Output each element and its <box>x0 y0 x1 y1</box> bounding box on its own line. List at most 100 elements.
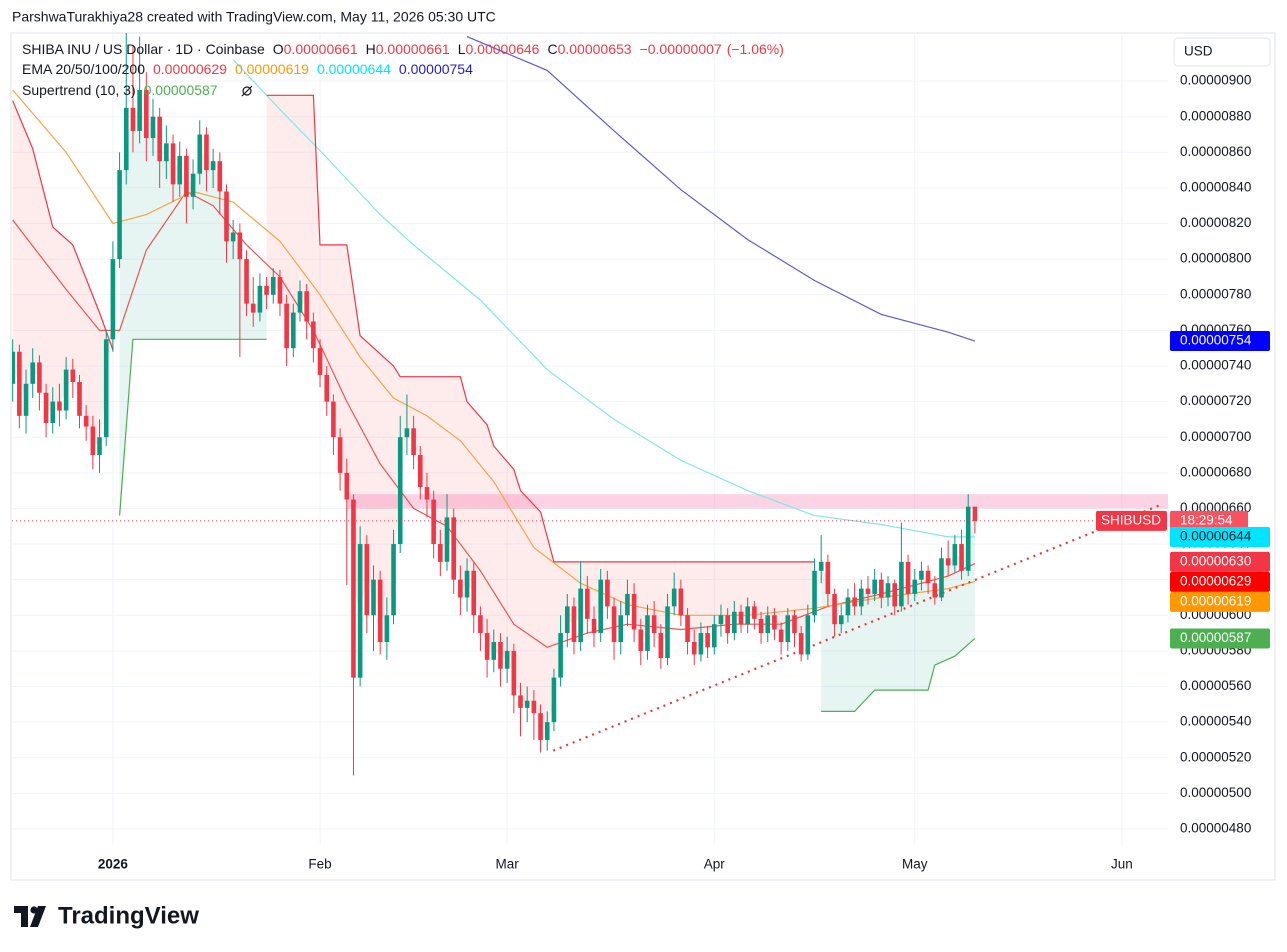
candle-body <box>90 426 96 456</box>
y-tick-label: 0.00000820 <box>1180 215 1251 230</box>
candle-body <box>564 606 570 634</box>
candle-body <box>270 276 276 295</box>
candle-body <box>865 588 871 594</box>
candle-body <box>585 588 590 619</box>
candle-body <box>665 606 670 659</box>
countdown-label: 18:29:54 <box>1180 512 1233 527</box>
candle-body <box>698 633 704 655</box>
candle-body <box>204 134 209 171</box>
y-tick-label: 0.00000700 <box>1180 429 1251 444</box>
y-tick-label: 0.00000860 <box>1180 144 1251 159</box>
candle-body <box>230 232 236 242</box>
candle-body <box>879 579 884 598</box>
candle-body <box>424 487 430 500</box>
indicator-line <box>119 338 267 516</box>
brand: TradingView <box>58 902 199 929</box>
ema-value: 0.00000644 <box>317 61 391 77</box>
y-tick-label: 0.00000780 <box>1180 286 1251 301</box>
currency-box[interactable] <box>1173 37 1271 67</box>
candle-body <box>651 615 657 634</box>
candle-body <box>224 191 229 242</box>
indicator-line <box>12 89 976 616</box>
indicator-line <box>232 59 975 538</box>
legend-line: Supertrend (10, 3) 0.00000587 <box>22 82 218 98</box>
candle-body <box>805 615 811 655</box>
price-tag <box>1170 591 1270 612</box>
candle-body <box>591 618 597 634</box>
candle-body <box>351 499 356 678</box>
candle-body <box>818 561 824 571</box>
candle-body <box>732 611 737 634</box>
candle-body <box>845 597 851 616</box>
supertrend-fill <box>119 110 267 516</box>
candle-body <box>144 89 149 139</box>
candle-body <box>518 695 523 708</box>
y-tick-label: 0.00000680 <box>1180 464 1251 479</box>
price-tag <box>1170 628 1270 649</box>
ohlc-value: 0.00000661 <box>284 41 358 57</box>
change: −0.00000007 <box>640 41 722 57</box>
candle-body <box>792 615 797 634</box>
candle-body <box>164 143 169 162</box>
candle-body <box>217 161 223 192</box>
ohlc-name: L <box>458 41 466 57</box>
candle-body <box>658 633 664 659</box>
candle-body <box>524 700 530 708</box>
legend-line: SHIBA INU / US Dollar · 1D · Coinbase O0.… <box>22 41 784 57</box>
candle-body <box>691 642 697 655</box>
candle-body <box>184 155 189 197</box>
candle-body <box>157 116 162 162</box>
candle-body <box>611 606 617 642</box>
candle-body <box>892 583 898 607</box>
candle-body <box>177 155 183 185</box>
x-tick-label: Jun <box>1111 857 1133 872</box>
candle-body <box>678 588 684 616</box>
candle-body <box>718 615 724 625</box>
candle-body <box>23 383 29 416</box>
x-tick-label: Mar <box>496 857 520 872</box>
candle-body <box>50 401 56 423</box>
y-tick-label: 0.00000560 <box>1180 678 1251 693</box>
candle-body <box>103 339 109 438</box>
candle-body <box>337 437 343 473</box>
candle-body <box>70 369 76 383</box>
candle-body <box>130 107 136 131</box>
ema-label: EMA 20/50/100/200 <box>22 61 145 77</box>
plot-area <box>12 33 1168 776</box>
candle-body <box>972 506 978 521</box>
candle-body <box>484 633 490 660</box>
candle-body <box>852 597 857 607</box>
legend: SHIBA INU / US Dollar · 1D · Coinbase O0.… <box>22 41 784 98</box>
symbol-tag <box>1096 510 1167 531</box>
candle-body <box>190 173 196 197</box>
candle-body <box>939 558 944 598</box>
candle-body <box>578 588 583 642</box>
candle-body <box>952 544 958 566</box>
y-tick-label: 0.00000480 <box>1180 821 1251 836</box>
x-tick-label: 2026 <box>98 857 129 872</box>
legend-line: EMA 20/50/100/200 0.00000629 0.00000619 0.0… <box>22 61 473 77</box>
ema-value: 0.00000629 <box>153 61 227 77</box>
candle-body <box>77 382 82 416</box>
ohlc-value: 0.00000653 <box>558 41 632 57</box>
supertrend-value: 0.00000587 <box>144 82 218 98</box>
candle-body <box>97 437 102 456</box>
candle-body <box>83 415 89 427</box>
candle-body <box>210 161 216 171</box>
candle-body <box>404 428 410 438</box>
candle-body <box>264 285 269 295</box>
candle-body <box>30 362 36 384</box>
candle-body <box>899 561 904 607</box>
candle-body <box>558 633 563 678</box>
candle-body <box>391 544 396 616</box>
price-tag <box>1170 331 1270 352</box>
candle-body <box>471 570 477 616</box>
supertrend-fill <box>12 100 113 447</box>
candle-body <box>498 642 503 669</box>
price-tag <box>1170 571 1270 592</box>
hide-icon[interactable] <box>241 85 253 97</box>
candle-body <box>571 606 577 642</box>
candle-body <box>331 401 336 438</box>
candle-body <box>371 579 376 616</box>
